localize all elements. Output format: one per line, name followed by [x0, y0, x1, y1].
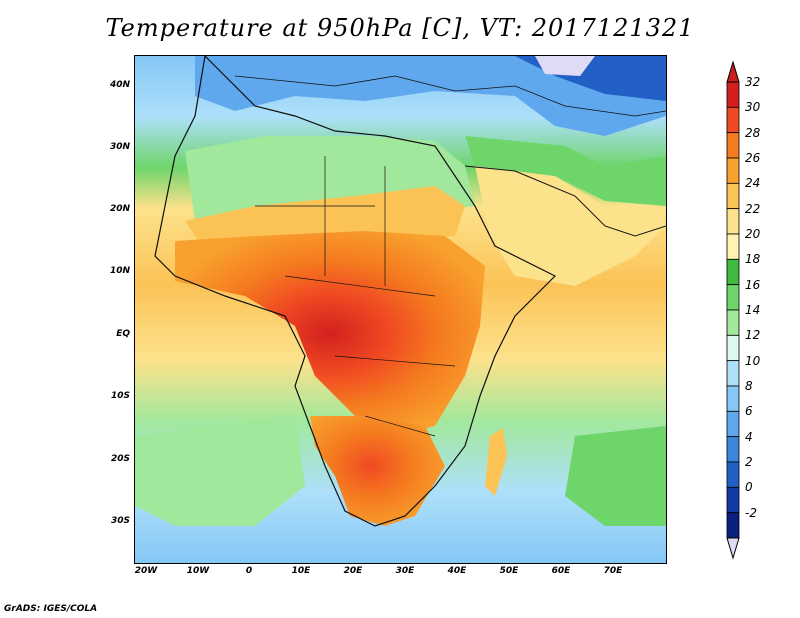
colorbar-label: 20 — [745, 227, 761, 241]
colorbar-bottom-arrow — [726, 537, 740, 560]
colorbar-box — [726, 360, 740, 387]
lon-label-10e: 10E — [291, 566, 311, 576]
colorbar-box — [726, 385, 740, 412]
colorbar-box — [726, 436, 740, 463]
colorbar — [726, 60, 740, 560]
colorbar-box — [726, 182, 740, 210]
cold-band — [195, 56, 666, 136]
lon-label-60e: 60E — [551, 566, 571, 576]
lat-label-40n: 40N — [109, 80, 130, 90]
colorbar-label: 28 — [745, 125, 761, 140]
colorbar-box — [726, 284, 740, 311]
europe-coastline — [234, 75, 666, 117]
lon-label-70e: 70E — [603, 566, 623, 576]
colorbar-box — [726, 486, 740, 514]
colorbar-label: 24 — [745, 176, 761, 191]
colorbar-box — [726, 512, 740, 539]
africa-coastline — [154, 56, 557, 527]
lat-label-10s: 10S — [110, 391, 130, 401]
madagascar — [485, 428, 507, 496]
colorbar-label: 4 — [745, 429, 753, 444]
colorbar-label: 32 — [745, 75, 761, 89]
lat-label-20n: 20N — [109, 204, 130, 214]
colorbar-box — [726, 208, 740, 235]
lon-label-10w: 10W — [186, 566, 210, 576]
colorbar-label: 2 — [745, 455, 753, 469]
colorbar-label: 14 — [745, 303, 761, 317]
colorbar-box — [726, 309, 740, 336]
colorbar-label: 18 — [745, 252, 761, 267]
central-africa-hot — [175, 231, 485, 436]
colorbar-box — [726, 132, 740, 159]
lon-label-20w: 20W — [134, 566, 158, 576]
colorbar-box — [726, 461, 740, 488]
lon-label-50e: 50E — [499, 566, 519, 576]
colorbar-label: 12 — [745, 328, 761, 343]
colorbar-label: -2 — [745, 505, 757, 520]
arabia-warm — [475, 166, 666, 286]
south-atlantic-cool — [135, 416, 305, 526]
colorbar-label: 0 — [745, 480, 753, 495]
lat-label-30n: 30N — [109, 142, 130, 152]
chart-title: Temperature at 950hPa [C], VT: 201712132… — [105, 14, 695, 42]
lon-label-40e: 40E — [447, 566, 467, 576]
colorbar-box — [726, 410, 740, 438]
southern-africa-hot — [310, 416, 445, 526]
colorbar-label: 8 — [745, 379, 753, 393]
south-indian-green — [565, 426, 666, 526]
country-borders — [255, 156, 456, 437]
lon-label-20e: 20E — [343, 566, 363, 576]
colorbar-box — [726, 157, 740, 184]
colorbar-box — [726, 334, 740, 362]
lat-label-eq: EQ — [116, 329, 130, 339]
temperature-map — [134, 55, 667, 564]
colorbar-top-arrow — [726, 60, 740, 83]
colorbar-box — [726, 258, 740, 286]
colorbar-label: 16 — [745, 277, 761, 292]
colorbar-box — [726, 233, 740, 260]
lat-label-30s: 30S — [110, 516, 130, 526]
colorbar-label: 10 — [745, 353, 761, 368]
lat-label-20s: 20S — [110, 454, 130, 464]
lat-label-10n: 10N — [109, 266, 130, 276]
middle-east-green — [465, 136, 666, 206]
colorbar-label: 26 — [745, 151, 761, 165]
sub-zero-patch — [535, 56, 595, 76]
colorbar-label: 22 — [745, 201, 761, 216]
arabia-coastline — [464, 165, 666, 237]
colorbar-box — [726, 106, 740, 134]
footer-credit: GrADS: IGES/COLA — [4, 604, 98, 614]
lon-label-30e: 30E — [395, 566, 415, 576]
colorbar-label: 30 — [745, 100, 761, 115]
colorbar-label: 6 — [745, 404, 753, 419]
lon-label-0: 0 — [245, 566, 253, 576]
colorbar-box — [726, 81, 740, 108]
